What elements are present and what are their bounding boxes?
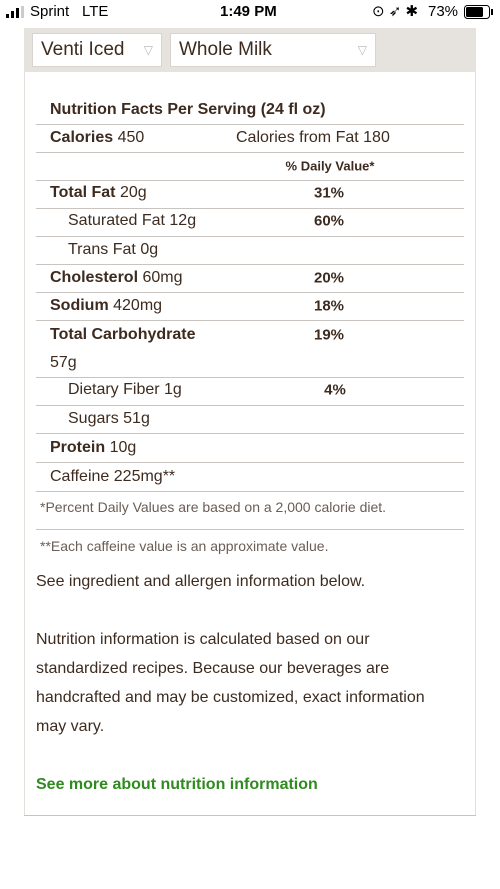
nutrient-label: Total Fat (50, 184, 116, 201)
milk-select[interactable]: Whole Milk ▽ (170, 33, 376, 67)
calories-label: Calories (50, 129, 114, 146)
nutrient-label: Caffeine (50, 468, 110, 485)
nutrient-label: Saturated Fat (68, 212, 165, 229)
nutrient-label: Total Carbohydrate (50, 326, 196, 343)
nutrient-label: Dietary Fiber (68, 381, 160, 398)
milk-value: Whole Milk (179, 39, 272, 60)
nutrient-label: Protein (50, 439, 106, 456)
footnote: *Percent Daily Values are based on a 2,0… (40, 499, 387, 515)
divider (36, 264, 464, 265)
nutrient-amount: 51g (123, 410, 150, 427)
daily-value: 4% (324, 381, 346, 399)
nutrient-label: Trans Fat (68, 241, 136, 258)
size-value: Venti Iced (41, 39, 125, 60)
divider (36, 180, 464, 181)
selector-bar: Venti Iced ▽ Whole Milk ▽ (24, 28, 476, 72)
nutrient-row: Cholesterol 60mg (50, 268, 183, 288)
signal-icon (6, 6, 24, 18)
divider (36, 152, 464, 153)
nutrient-row: Total Fat 20g (50, 183, 147, 203)
carrier: Sprint (30, 3, 70, 20)
divider (36, 529, 464, 530)
time: 1:49 PM (220, 3, 277, 20)
nutrient-row: Caffeine 225mg** (50, 467, 175, 487)
allergen-note: See ingredient and allergen information … (36, 573, 366, 590)
footnote: **Each caffeine value is an approximate … (40, 538, 329, 554)
divider (36, 433, 464, 434)
dv-header: % Daily Value* (285, 158, 375, 174)
divider (36, 491, 464, 492)
nutrient-row: Trans Fat 0g (68, 240, 158, 260)
nutrient-amount: 20g (119, 184, 147, 201)
fat-calories: Calories from Fat 180 (236, 129, 390, 146)
daily-value: 19% (313, 326, 345, 344)
dropdown-arrow: ▽ (357, 43, 367, 57)
daily-value: 20% (313, 269, 345, 287)
nutrient-row: Dietary Fiber 1g (68, 380, 182, 400)
divider (36, 320, 464, 321)
nutrient-row: Sodium 420mg (50, 296, 162, 316)
divider (36, 236, 464, 237)
nutrient-amount: 420mg (113, 297, 163, 314)
nutrient-amount: 57g (50, 354, 77, 371)
nutrient-amount: 10g (109, 439, 137, 456)
nutrient-row: Sugars 51g (68, 409, 150, 429)
panel-edge (24, 72, 25, 816)
divider (36, 292, 464, 293)
daily-value: 31% (313, 184, 345, 202)
divider (36, 405, 464, 406)
network: LTE (82, 3, 109, 20)
calories-value: 450 (117, 129, 145, 146)
nutrient-amount: 0g (140, 241, 159, 258)
nutrient-label: Sugars (68, 410, 119, 427)
table-title: Nutrition Facts Per Serving (24 fl oz) (50, 101, 326, 118)
calories-row: Calories 450 (50, 128, 144, 148)
nutrient-amount: 1g (164, 381, 182, 398)
dropdown-arrow: ▽ (143, 43, 153, 57)
nutrient-amount: 60mg (142, 269, 183, 286)
nutrient-amount: 225mg** (113, 468, 176, 485)
daily-value: 60% (313, 212, 345, 230)
size-select[interactable]: Venti Iced ▽ (32, 33, 162, 67)
nutrient-amount: 12g (169, 212, 197, 229)
divider (36, 208, 464, 209)
battery-percent: 73% (428, 3, 459, 20)
divider (36, 124, 464, 125)
disclaimer: Nutrition information is calculated base… (36, 631, 425, 735)
nutrient-label: Cholesterol (50, 269, 139, 286)
divider (36, 377, 464, 378)
panel-edge (475, 72, 476, 816)
nutrition-link[interactable]: See more about nutrition information (36, 776, 318, 793)
bottom-divider (24, 815, 476, 816)
divider (36, 462, 464, 463)
status-icons: ⊙ ➶ ✱ (372, 3, 419, 20)
battery-icon (464, 5, 493, 19)
daily-value: 18% (313, 297, 345, 315)
nutrient-label: Sodium (50, 297, 109, 314)
nutrient-row: Protein 10g (50, 438, 136, 458)
nutrient-row: Saturated Fat 12g (68, 211, 196, 231)
